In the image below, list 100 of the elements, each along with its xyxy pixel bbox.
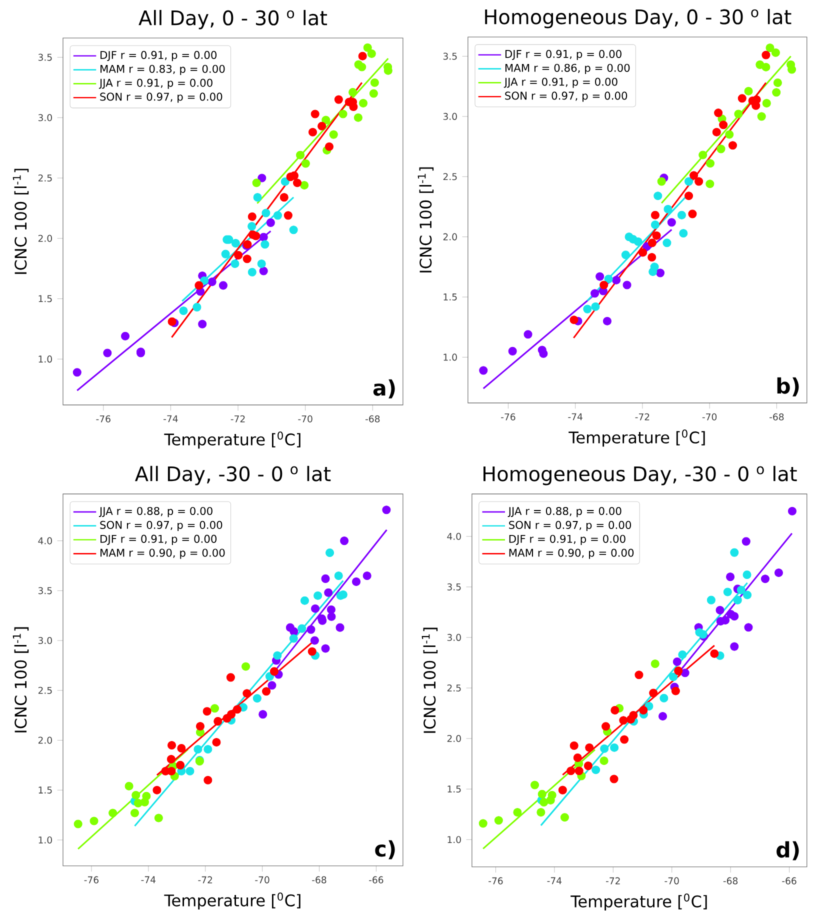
point — [300, 180, 309, 190]
point — [762, 50, 770, 60]
point — [306, 625, 316, 634]
point — [671, 686, 680, 696]
point — [592, 766, 600, 774]
legend-label: MAM r = 0.83, p = 0.00 — [100, 64, 225, 75]
y-axis-title: ICNC 100 [l$^{-1}$] — [12, 627, 29, 732]
point — [252, 178, 261, 188]
x-tick-label: -68 — [312, 876, 326, 884]
chart-title: All Day, -30 - 0 $^{o}$ lat — [135, 466, 331, 486]
y-axis-title: ICNC 100 [l$^{-1}$] — [12, 168, 29, 274]
x-tick-label: -74 — [547, 877, 562, 884]
point — [362, 571, 372, 580]
point — [570, 316, 578, 324]
y-axis-title: ICNC 100 [l$^{-1}$] — [418, 167, 434, 272]
legend-label: DJF r = 0.91, p = 0.00 — [506, 50, 622, 60]
point — [664, 204, 672, 214]
point — [657, 177, 666, 186]
x-tick-label: -76 — [501, 413, 516, 420]
point — [658, 712, 668, 721]
point — [74, 820, 82, 828]
point — [327, 612, 336, 621]
point — [321, 644, 330, 653]
point — [760, 574, 770, 584]
point — [326, 605, 336, 614]
legend-label: MAM r = 0.90, p = 0.00 — [509, 548, 634, 559]
point — [262, 208, 270, 218]
point — [684, 177, 694, 186]
point — [600, 280, 608, 290]
annotation: b) — [777, 377, 799, 396]
y-tick-label: 3.5 — [38, 54, 52, 61]
point — [688, 210, 697, 218]
point — [273, 651, 282, 660]
point — [218, 281, 228, 290]
point — [508, 346, 517, 356]
point — [596, 272, 604, 281]
y-tick-label: 3.5 — [443, 52, 457, 60]
point — [196, 722, 205, 731]
point — [706, 596, 716, 604]
point — [293, 178, 302, 188]
point — [622, 280, 632, 290]
point — [336, 623, 344, 632]
point — [570, 741, 578, 750]
y-tick-label: 2.5 — [443, 173, 457, 180]
point — [712, 128, 721, 136]
point — [788, 65, 796, 74]
point — [662, 238, 672, 248]
point — [284, 211, 292, 220]
point — [604, 274, 613, 284]
point — [478, 819, 488, 828]
point — [694, 177, 704, 186]
point — [600, 756, 608, 766]
point — [536, 808, 546, 817]
x-tick-label: -74 — [568, 413, 582, 420]
point — [524, 330, 532, 339]
point — [639, 706, 648, 714]
point — [124, 782, 134, 790]
point — [253, 193, 262, 202]
point — [166, 754, 176, 764]
x-tick-label: -68 — [723, 877, 738, 884]
point — [266, 218, 275, 227]
point — [772, 88, 781, 97]
point — [574, 766, 584, 776]
point — [314, 591, 322, 600]
point — [648, 267, 658, 276]
point — [177, 744, 186, 752]
point — [233, 705, 242, 714]
point — [329, 130, 338, 139]
point — [652, 231, 661, 240]
point — [648, 253, 656, 262]
legend-label: MAM r = 0.90, p = 0.00 — [100, 548, 225, 559]
x-tick-label: -68 — [366, 415, 380, 422]
point — [194, 281, 204, 290]
point — [258, 710, 268, 719]
point — [788, 506, 797, 516]
point — [743, 590, 752, 600]
point — [726, 572, 735, 582]
point — [540, 798, 548, 806]
y-tick-label: 3.0 — [443, 112, 457, 120]
x-tick-label: -76 — [488, 877, 503, 884]
x-tick-label: -72 — [230, 415, 245, 422]
x-tick-label: -66 — [369, 876, 384, 884]
chart-title: Homogeneous Day, -30 - 0 $^{o}$ lat — [484, 466, 797, 486]
point — [621, 250, 630, 260]
point — [208, 278, 216, 286]
point — [634, 237, 642, 246]
point — [590, 289, 600, 298]
point — [591, 302, 600, 311]
point — [242, 662, 250, 671]
point — [308, 128, 318, 136]
point — [270, 667, 279, 676]
point — [602, 722, 610, 731]
point — [620, 735, 629, 744]
point — [321, 574, 330, 583]
point — [242, 254, 252, 264]
x-tick-label: -70 — [298, 415, 312, 422]
y-tick-label: 3.0 — [38, 114, 52, 122]
point — [723, 588, 732, 596]
point — [258, 174, 266, 182]
point — [72, 368, 82, 377]
